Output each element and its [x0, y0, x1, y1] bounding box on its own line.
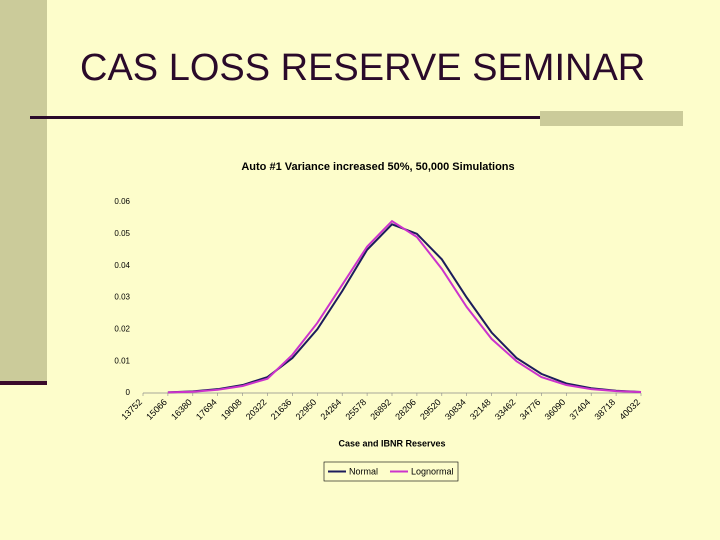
legend-label: Lognormal — [411, 466, 454, 476]
title-rule-box — [540, 111, 683, 126]
x-tick-label: 38718 — [592, 397, 617, 422]
x-tick-label: 16380 — [169, 397, 194, 422]
x-tick-label: 36090 — [543, 397, 568, 422]
line-series — [167, 219, 642, 394]
side-bar — [0, 0, 47, 384]
line-series — [167, 223, 642, 394]
x-axis-label: Case and IBNR Reserves — [338, 438, 445, 448]
legend-box — [323, 461, 459, 482]
x-tick-label: 34776 — [518, 397, 543, 422]
y-tick-label: 0.02 — [114, 324, 130, 333]
x-tick-label: 32148 — [468, 397, 493, 422]
y-tick-label: 0.01 — [114, 356, 130, 365]
x-tick-label: 24264 — [319, 397, 344, 422]
x-tick-label: 19008 — [219, 397, 244, 422]
x-tick-label: 13752 — [119, 397, 144, 422]
legend-label: Normal — [349, 466, 378, 476]
x-tick-label: 20322 — [244, 397, 269, 422]
x-tick-label: 30834 — [443, 397, 468, 422]
y-tick-label: 0.05 — [114, 229, 130, 238]
side-bar-rule — [0, 381, 47, 385]
y-tick-label: 0.06 — [114, 197, 130, 206]
title-rule — [30, 116, 542, 119]
x-tick-label: 37404 — [568, 397, 593, 422]
x-tick-label: 33462 — [493, 397, 518, 422]
x-tick-label: 25578 — [343, 397, 368, 422]
x-tick-label: 17694 — [194, 397, 219, 422]
x-tick-label: 21636 — [269, 397, 294, 422]
y-tick-label: 0 — [126, 388, 131, 397]
x-tick-label: 26892 — [368, 397, 393, 422]
x-tick-label: 22950 — [294, 397, 319, 422]
chart-title: Auto #1 Variance increased 50%, 50,000 S… — [241, 161, 514, 173]
slide-title: CAS LOSS RESERVE SEMINAR — [80, 47, 645, 89]
x-tick-label: 15066 — [144, 397, 169, 422]
y-tick-label: 0.04 — [114, 261, 130, 270]
x-tick-label: 28206 — [393, 397, 418, 422]
x-tick-label: 40032 — [617, 397, 642, 422]
y-tick-label: 0.03 — [114, 293, 130, 302]
x-tick-label: 29520 — [418, 397, 443, 422]
